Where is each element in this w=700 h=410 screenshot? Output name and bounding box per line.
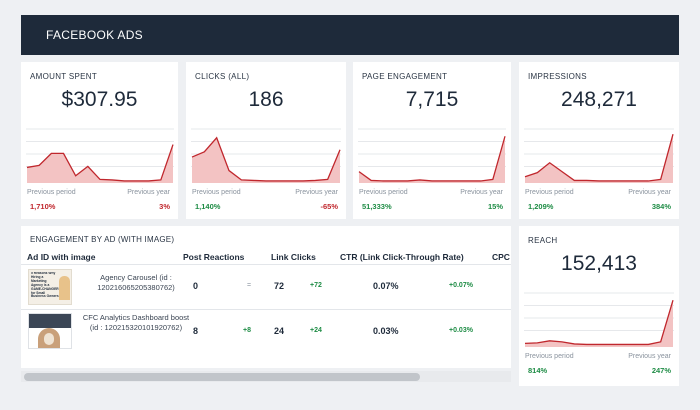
- previous-year-label: Previous year: [628, 353, 671, 360]
- previous-year-label: Previous year: [127, 189, 170, 196]
- previous-year-change: 15%: [487, 202, 503, 211]
- previous-year-label: Previous year: [628, 189, 671, 196]
- ctr-delta: +0.03%: [449, 327, 473, 334]
- previous-year-change: 3%: [159, 202, 170, 211]
- kpi-label: IMPRESSIONS: [528, 72, 587, 81]
- engagement-by-ad-card: ENGAGEMENT BY AD (WITH IMAGE) Ad ID with…: [21, 226, 511, 368]
- previous-year-change: 247%: [651, 366, 671, 375]
- sparkline-area: [525, 134, 673, 183]
- kpi-value: 186: [248, 88, 284, 111]
- kpi-value: 7,715: [405, 88, 459, 111]
- sparkline-area: [192, 137, 340, 183]
- ad-thumbnail: 5 Reasons Why Hiring a Marketing Agency …: [28, 269, 72, 305]
- link-clicks-value: 24: [274, 326, 285, 336]
- previous-period-label: Previous period: [192, 189, 241, 196]
- previous-period-label: Previous period: [27, 189, 76, 196]
- column-header-post-reactions[interactable]: Post Reactions: [183, 252, 245, 262]
- kpi-value: 248,271: [561, 88, 637, 111]
- kpi-value: $307.95: [61, 88, 138, 111]
- post-reactions-value: 8: [193, 326, 199, 336]
- thumbnail-dog-face: [44, 333, 54, 345]
- previous-period-change: 1,710%: [30, 202, 56, 211]
- column-header-cpc[interactable]: CPC: [492, 252, 510, 262]
- previous-year-label: Previous year: [295, 189, 338, 196]
- sparkline-area: [359, 136, 505, 183]
- column-header-link-clicks[interactable]: Link Clicks: [271, 252, 316, 262]
- previous-year-change: -65%: [320, 202, 338, 211]
- kpi-card-impressions[interactable]: IMPRESSIONS 248,271 Previous period Prev…: [519, 62, 679, 219]
- sparkline-area: [525, 300, 673, 347]
- table-row[interactable]: CFC Analytics Dashboard boost (id : 1202…: [21, 310, 511, 353]
- sparkline-line: [26, 144, 174, 182]
- link-clicks-delta: +72: [310, 282, 322, 289]
- previous-period-label: Previous period: [525, 189, 574, 196]
- kpi-sparkline: [358, 128, 506, 183]
- sparkline-line: [191, 136, 341, 182]
- kpi-sparkline: [191, 128, 341, 183]
- sparkline-line: [358, 136, 506, 182]
- previous-period-change: 1,209%: [528, 202, 554, 211]
- post-reactions-value: 0: [193, 281, 199, 291]
- row-divider: [21, 309, 511, 310]
- post-reactions-delta: =: [247, 282, 252, 289]
- ad-name: Agency Carousel (id : 120216065205380762…: [97, 273, 175, 292]
- ad-thumbnail: [28, 313, 72, 349]
- previous-period-change: 814%: [528, 366, 548, 375]
- post-reactions-delta: +8: [243, 327, 251, 334]
- previous-year-change: 384%: [651, 202, 671, 211]
- ctr-delta: +0.07%: [449, 282, 473, 289]
- kpi-label: AMOUNT SPENT: [30, 72, 98, 81]
- kpi-card-amount-spent[interactable]: AMOUNT SPENT $307.95 Previous period Pre…: [21, 62, 178, 219]
- previous-period-change: 51,333%: [362, 202, 392, 211]
- column-header-ad-id[interactable]: Ad ID with image: [27, 252, 96, 262]
- page-title: FACEBOOK ADS: [46, 28, 143, 42]
- sparkline-area: [27, 144, 173, 183]
- kpi-label: CLICKS (ALL): [195, 72, 250, 81]
- sparkline-line: [524, 133, 674, 182]
- previous-period-label: Previous period: [359, 189, 408, 196]
- thumbnail-figure: [59, 276, 70, 300]
- sparkline-line: [524, 300, 674, 346]
- ad-name: CFC Analytics Dashboard boost (id : 1202…: [82, 313, 190, 332]
- header-divider: [21, 264, 511, 265]
- kpi-value: 152,413: [561, 252, 637, 275]
- thumbnail-headline: 5 Reasons Why Hiring a Marketing Agency …: [31, 272, 59, 299]
- link-clicks-delta: +24: [310, 327, 322, 334]
- kpi-sparkline: [524, 292, 674, 347]
- engagement-section-title: ENGAGEMENT BY AD (WITH IMAGE): [30, 235, 175, 244]
- kpi-label: REACH: [528, 236, 558, 245]
- kpi-card-page-engagement[interactable]: PAGE ENGAGEMENT 7,715 Previous period Pr…: [353, 62, 511, 219]
- previous-period-label: Previous period: [525, 353, 574, 360]
- link-clicks-value: 72: [274, 281, 285, 291]
- kpi-card-clicks[interactable]: CLICKS (ALL) 186 Previous period Previou…: [186, 62, 346, 219]
- dashboard-header: FACEBOOK ADS: [21, 15, 679, 55]
- previous-year-label: Previous year: [460, 189, 503, 196]
- horizontal-scrollbar-thumb[interactable]: [24, 373, 420, 381]
- kpi-sparkline: [26, 128, 174, 183]
- kpi-sparkline: [524, 128, 674, 183]
- kpi-label: PAGE ENGAGEMENT: [362, 72, 448, 81]
- ctr-value: 0.03%: [373, 326, 399, 336]
- previous-period-change: 1,140%: [195, 202, 221, 211]
- column-header-ctr[interactable]: CTR (Link Click-Through Rate): [340, 252, 464, 262]
- ctr-value: 0.07%: [373, 281, 399, 291]
- thumbnail-screen: [29, 314, 71, 328]
- table-row[interactable]: 5 Reasons Why Hiring a Marketing Agency …: [21, 265, 511, 308]
- kpi-card-reach[interactable]: REACH 152,413 Previous period Previous y…: [519, 226, 679, 386]
